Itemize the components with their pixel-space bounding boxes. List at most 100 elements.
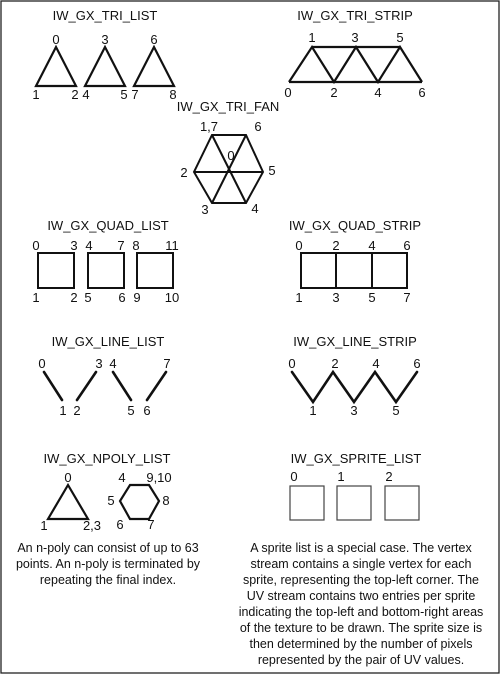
- tri-strip-title: IW_GX_TRI_STRIP: [297, 8, 413, 23]
- vertex-label: 3: [351, 30, 358, 45]
- line-list-shapes: [42, 370, 168, 402]
- tri-fan-title: IW_GX_TRI_FAN: [177, 99, 280, 114]
- vertex-label: 1: [309, 403, 316, 418]
- sprite-square: [289, 485, 325, 521]
- vertex-label: 0: [227, 148, 234, 163]
- vertex-label: 0: [288, 356, 295, 371]
- npoly-list-title: IW_GX_NPOLY_LIST: [44, 451, 171, 466]
- vertex-label: 9,10: [146, 470, 171, 485]
- line-strip-shape: [290, 369, 419, 405]
- vertex-label: 6: [254, 119, 261, 134]
- vertex-label: 3: [332, 290, 339, 305]
- tri-list-triangle: [83, 44, 127, 88]
- line-list-panel: IW_GX_LINE_LIST 0 3 4 7 1 2 5 6: [38, 334, 170, 418]
- vertex-label: 2: [385, 469, 392, 484]
- npoly-hexagon: [118, 483, 161, 521]
- tri-fan-panel: IW_GX_TRI_FAN 1,7 6 0 2 5 3 4: [177, 99, 280, 217]
- vertex-label: 4: [374, 85, 381, 100]
- vertex-label: 3: [350, 403, 357, 418]
- vertex-label: 0: [290, 469, 297, 484]
- vertex-label: 0: [284, 85, 291, 100]
- vertex-label: 0: [295, 238, 302, 253]
- vertex-label: 4: [85, 238, 92, 253]
- sprite-square: [384, 485, 420, 521]
- vertex-label: 0: [52, 32, 59, 47]
- vertex-label: 0: [32, 238, 39, 253]
- line-strip-panel: IW_GX_LINE_STRIP 0 2 4 6 1 3 5: [288, 334, 420, 418]
- quad-list-panel: IW_GX_QUAD_LIST 0 3 4 7 8 11 1 2 5 6 9 1…: [32, 218, 179, 305]
- vertex-label: 7: [117, 238, 124, 253]
- vertex-label: 8: [162, 493, 169, 508]
- tri-strip-shape: [288, 44, 423, 85]
- vertex-label: 4: [372, 356, 379, 371]
- vertex-label: 2: [70, 290, 77, 305]
- quad-strip-outline: [300, 252, 408, 289]
- npoly-triangle: [46, 482, 90, 521]
- vertex-label: 3: [201, 202, 208, 217]
- tri-fan-spoke: [211, 134, 247, 204]
- quad-strip-title: IW_GX_QUAD_STRIP: [289, 218, 421, 233]
- vertex-label: 8: [169, 87, 176, 102]
- quad-strip-panel: IW_GX_QUAD_STRIP 0 2 4 6 1 3 5 7: [289, 218, 421, 305]
- vertex-label: 9: [133, 290, 140, 305]
- quad-list-title: IW_GX_QUAD_LIST: [47, 218, 168, 233]
- line-list-segment: [145, 370, 168, 402]
- vertex-label: 6: [403, 238, 410, 253]
- vertex-label: 7: [403, 290, 410, 305]
- vertex-label: 1: [337, 469, 344, 484]
- vertex-label: 11: [165, 238, 179, 253]
- vertex-label: 5: [396, 30, 403, 45]
- tri-list-triangle: [34, 44, 78, 88]
- sprite-caption: A sprite list is a special case. The ver…: [238, 541, 484, 667]
- tri-strip-panel: IW_GX_TRI_STRIP 1 3 5 0 2 4 6: [284, 8, 425, 100]
- vertex-label: 6: [116, 517, 123, 532]
- line-strip-polyline: [290, 369, 419, 405]
- tri-list-panel: IW_GX_TRI_LIST 0 1 2 3 4 5 6 7 8: [32, 8, 176, 102]
- quad-list-shapes: [37, 252, 174, 289]
- vertex-label: 10: [165, 290, 179, 305]
- line-list-segment: [42, 370, 64, 402]
- vertex-label: 7: [147, 517, 154, 532]
- vertex-label: 2: [180, 165, 187, 180]
- tri-list-shapes: [34, 44, 176, 88]
- vertex-label: 2: [73, 403, 80, 418]
- vertex-label: 0: [38, 356, 45, 371]
- vertex-label: 8: [132, 238, 139, 253]
- vertex-label: 2,3: [83, 518, 101, 533]
- vertex-label: 2: [330, 85, 337, 100]
- vertex-label: 1: [59, 403, 66, 418]
- vertex-label: 5: [368, 290, 375, 305]
- vertex-label: 4: [118, 470, 125, 485]
- sprite-square: [336, 485, 372, 521]
- vertex-label: 6: [418, 85, 425, 100]
- npoly-caption: An n-poly can consist of up to 63 points…: [15, 541, 201, 587]
- quad-list-square: [136, 252, 174, 289]
- vertex-label: 2: [331, 356, 338, 371]
- vertex-label: 4: [251, 201, 258, 216]
- vertex-label: 1: [32, 87, 39, 102]
- vertex-label: 6: [143, 403, 150, 418]
- vertex-label: 3: [95, 356, 102, 371]
- tri-list-triangle: [132, 44, 176, 88]
- quad-list-square: [87, 252, 125, 289]
- tri-fan-shape: [192, 134, 265, 204]
- quad-strip-shape: [300, 252, 408, 289]
- quad-list-square: [37, 252, 75, 289]
- vertex-label: 1: [32, 290, 39, 305]
- vertex-label: 1: [40, 518, 47, 533]
- vertex-label: 2: [71, 87, 78, 102]
- vertex-label: 6: [150, 32, 157, 47]
- vertex-label: 4: [368, 238, 375, 253]
- line-list-segment: [75, 370, 98, 402]
- sprite-list-title: IW_GX_SPRITE_LIST: [291, 451, 422, 466]
- sprite-list-panel: IW_GX_SPRITE_LIST 0 1 2: [289, 451, 422, 521]
- vertex-label: 1,7: [200, 119, 218, 134]
- tri-list-title: IW_GX_TRI_LIST: [53, 8, 158, 23]
- line-list-title: IW_GX_LINE_LIST: [52, 334, 165, 349]
- vertex-label: 5: [120, 87, 127, 102]
- vertex-label: 5: [84, 290, 91, 305]
- vertex-label: 1: [308, 30, 315, 45]
